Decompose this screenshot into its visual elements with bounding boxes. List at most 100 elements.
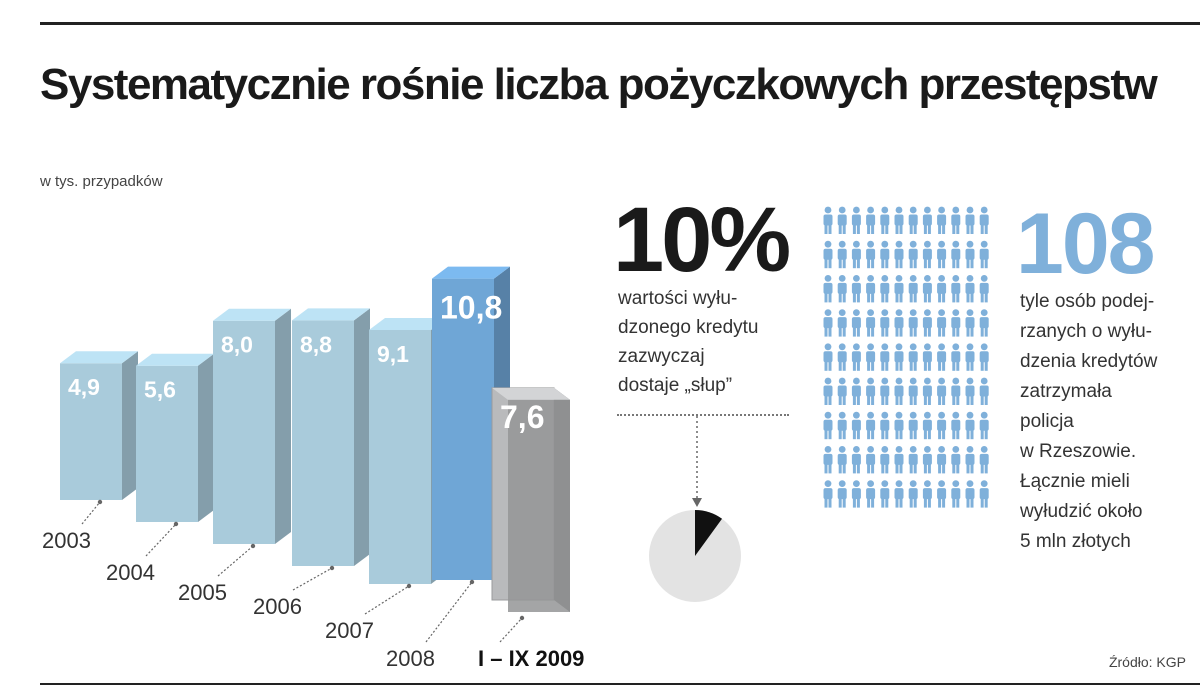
bottom-rule (40, 683, 1200, 685)
person-icon (979, 240, 989, 269)
year-label: 2007 (325, 618, 374, 643)
person-icon (965, 309, 975, 337)
person-icon (922, 206, 932, 234)
percent-value: 10% (613, 189, 791, 291)
person-icon (951, 446, 961, 474)
person-icon (894, 240, 904, 269)
person-icon (937, 240, 947, 269)
person-icon (880, 343, 890, 371)
person-icon (880, 480, 890, 508)
person-icon (823, 309, 833, 337)
bar-top (432, 266, 510, 279)
person-icon (880, 206, 890, 234)
bar-top (369, 318, 447, 331)
bar-value-label: 9,1 (377, 341, 409, 367)
person-icon (965, 275, 975, 303)
person-icon (965, 343, 975, 371)
person-icon (894, 411, 904, 440)
person-icon (951, 480, 961, 508)
leader-line (499, 617, 523, 643)
bar-side (275, 308, 291, 544)
person-icon (866, 309, 876, 337)
people-grid (823, 206, 989, 508)
person-icon (922, 411, 932, 440)
person-icon (880, 411, 890, 440)
person-icon (922, 343, 932, 371)
source-label: Źródło: KGP (1108, 654, 1186, 670)
bar-front (292, 320, 354, 566)
people-count: 108 (1016, 196, 1155, 292)
person-icon (880, 240, 890, 269)
leader-dot (406, 583, 412, 589)
person-icon (894, 275, 904, 303)
person-icon (837, 275, 847, 303)
person-icon (894, 206, 904, 234)
bar-front (213, 320, 275, 544)
person-icon (965, 206, 975, 234)
person-icon (851, 343, 861, 371)
person-icon (937, 411, 947, 440)
person-icon (908, 206, 918, 234)
person-icon (951, 275, 961, 303)
person-icon (837, 480, 847, 508)
person-icon (965, 411, 975, 440)
top-rule (40, 22, 1200, 25)
person-icon (937, 206, 947, 234)
person-icon (823, 275, 833, 303)
person-icon (837, 411, 847, 440)
person-icon (851, 377, 861, 405)
person-icon (908, 480, 918, 508)
person-icon (908, 240, 918, 269)
person-icon (908, 411, 918, 440)
person-icon (851, 446, 861, 474)
year-label: 2006 (253, 594, 302, 619)
person-icon (937, 343, 947, 371)
person-icon (908, 446, 918, 474)
bar-top (492, 387, 570, 400)
person-icon (880, 309, 890, 337)
person-icon (922, 240, 932, 269)
person-icon (894, 446, 904, 474)
person-icon (851, 206, 861, 234)
bar-2004: 5,6 2004 (106, 353, 214, 585)
leader-dot (173, 521, 179, 527)
person-icon (851, 240, 861, 269)
person-icon (823, 206, 833, 234)
leader-line (364, 585, 410, 615)
person-icon (908, 275, 918, 303)
person-icon (922, 446, 932, 474)
people-description: tyle osób podej- rzanych o wyłu- dzenia … (1020, 291, 1158, 552)
bar-top (292, 308, 370, 321)
person-icon (880, 446, 890, 474)
person-icon (979, 480, 989, 508)
bar-value-label: 10,8 (440, 290, 502, 326)
bar-front (60, 363, 122, 500)
person-icon (937, 480, 947, 508)
person-icon (979, 343, 989, 371)
pie-slice (695, 510, 723, 556)
person-icon (837, 343, 847, 371)
person-icon (837, 206, 847, 234)
person-icon (851, 309, 861, 337)
person-icon (823, 240, 833, 269)
year-label: I – IX 2009 (478, 646, 584, 671)
bar-side (354, 308, 370, 566)
person-icon (979, 206, 989, 234)
person-icon (823, 446, 833, 474)
person-icon (866, 275, 876, 303)
person-icon (979, 309, 989, 337)
bar-inner (508, 399, 570, 612)
person-icon (866, 240, 876, 269)
pie-pointer-arrow (692, 498, 702, 507)
person-icon (837, 377, 847, 405)
person-icon (979, 377, 989, 405)
bar-chart: 4,9 2003 5,6 2004 8,0 2005 8,8 2006 9,1 2007 10,8 2… (42, 266, 584, 671)
person-icon (937, 309, 947, 337)
person-icon (951, 206, 961, 234)
person-icon (908, 309, 918, 337)
leader-dot (250, 543, 256, 549)
person-icon (837, 240, 847, 269)
year-label: 2003 (42, 528, 91, 553)
bar-side (122, 351, 138, 500)
leader-line (425, 581, 473, 643)
